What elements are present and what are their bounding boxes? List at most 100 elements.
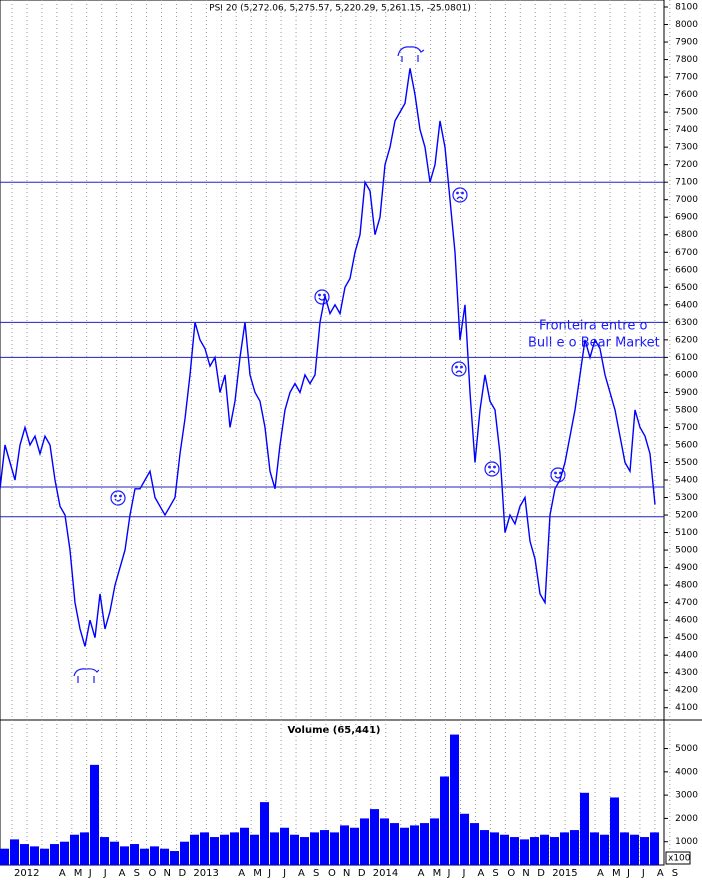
volume-bar (170, 851, 179, 865)
y-tick-label: 5400 (675, 476, 698, 486)
volume-bar (540, 834, 549, 865)
x-tick-label: N (164, 868, 171, 879)
y-tick-label: 8000 (675, 20, 698, 30)
volume-bar (60, 841, 69, 865)
y-tick-label: 6200 (675, 335, 698, 345)
y-tick-label: 4700 (675, 598, 698, 608)
volume-bar (440, 776, 449, 865)
volume-bar (270, 832, 279, 865)
volume-title: Volume (65,441) (287, 725, 380, 736)
x-tick-label: A (477, 868, 484, 879)
volume-bar (30, 846, 39, 865)
x-tick-label: A (597, 868, 604, 879)
x-tick-label: N (522, 868, 529, 879)
y-tick-label: 4900 (675, 563, 698, 573)
y-tick-label: 4300 (675, 668, 698, 678)
volume-bar (230, 832, 239, 865)
x-tick-label: J (462, 868, 466, 879)
y-tick-label: 7400 (675, 125, 698, 135)
volume-bar (40, 848, 49, 865)
volume-bar (210, 837, 219, 865)
y-tick-label: 6100 (675, 353, 698, 363)
volume-bar (360, 818, 369, 865)
y-tick-label: 4200 (675, 686, 698, 696)
volume-bar (590, 832, 599, 865)
icons (73, 46, 566, 683)
x-tick-label: A (238, 868, 245, 879)
volume-bar (20, 844, 29, 865)
volume-bar (320, 830, 329, 865)
x-tick-label: M (612, 868, 621, 879)
y-tick-label: 5500 (675, 458, 698, 468)
y-tick-label: 4800 (675, 581, 698, 591)
volume-bar (100, 837, 109, 865)
y-tick-label: 6900 (675, 213, 698, 223)
y-tick-label: 7200 (675, 160, 698, 170)
volume-bar (290, 834, 299, 865)
volume-bar (520, 839, 529, 865)
y-tick-label: 4400 (675, 651, 698, 661)
volume-bar (510, 837, 519, 865)
y-tick-label: 7300 (675, 143, 698, 153)
x-tick-label: M (433, 868, 442, 879)
volume-bar (70, 834, 79, 865)
x-tick-label: 2015 (552, 868, 577, 879)
volume-bar (370, 809, 379, 865)
x-tick-label: M (74, 868, 83, 879)
y-tick-label: 2000 (675, 814, 698, 824)
y-tick-label: 4500 (675, 633, 698, 643)
x-tick-label: J (282, 868, 286, 879)
y-tick-label: 5700 (675, 423, 698, 433)
y-tick-label: 5600 (675, 440, 698, 450)
y-tick-label: 6300 (675, 318, 698, 328)
volume-bar (0, 848, 9, 865)
volume-bar (160, 848, 169, 865)
x-tick-label: A (119, 868, 126, 879)
volume-bar (600, 834, 609, 865)
volume-bar (190, 834, 199, 865)
price-line (0, 68, 656, 647)
x-tick-label: J (267, 868, 271, 879)
x-tick-label: A (418, 868, 425, 879)
y-tick-label: 6600 (675, 265, 698, 275)
volume-bar (480, 830, 489, 865)
x-tick-label: O (149, 868, 157, 879)
x-tick-label: 2012 (14, 868, 39, 879)
y-tick-label: 6700 (675, 248, 698, 258)
x-tick-label: S (492, 868, 498, 879)
volume-bar (260, 802, 269, 865)
y-tick-label: 1000 (675, 837, 698, 847)
y-tick-label: 4000 (675, 767, 698, 777)
volume-bar (250, 834, 259, 865)
x-tick-label: J (641, 868, 645, 879)
volume-bar (110, 841, 119, 865)
x-tick-label: S (134, 868, 140, 879)
x-tick-label: 2013 (193, 868, 218, 879)
volume-bar (350, 827, 359, 865)
y-tick-label: 5000 (675, 744, 698, 754)
volume-bar (90, 764, 99, 865)
volume-bar (460, 813, 469, 865)
x-tick-label: J (103, 868, 107, 879)
y-tick-label: 5200 (675, 511, 698, 521)
y-tick-label: 6500 (675, 283, 698, 293)
x-tick-label: 2014 (373, 868, 398, 879)
volume-bar (570, 830, 579, 865)
volume-bar (640, 837, 649, 865)
unit-box (665, 851, 691, 865)
y-tick-label: 6400 (675, 300, 698, 310)
y-tick-label: 5000 (675, 546, 698, 556)
volume-bar (280, 827, 289, 865)
volume-bar (50, 844, 59, 865)
volume-bar (500, 834, 509, 865)
volume-bar (200, 832, 209, 865)
volume-bar (220, 834, 229, 865)
volume-bar (400, 827, 409, 865)
y-tick-label: 5900 (675, 388, 698, 398)
y-tick-label: 7900 (675, 38, 698, 48)
x-tick-label: N (343, 868, 350, 879)
x-tick-label: O (507, 868, 515, 879)
x-tick-label: S (313, 868, 319, 879)
volume-bar (140, 848, 149, 865)
